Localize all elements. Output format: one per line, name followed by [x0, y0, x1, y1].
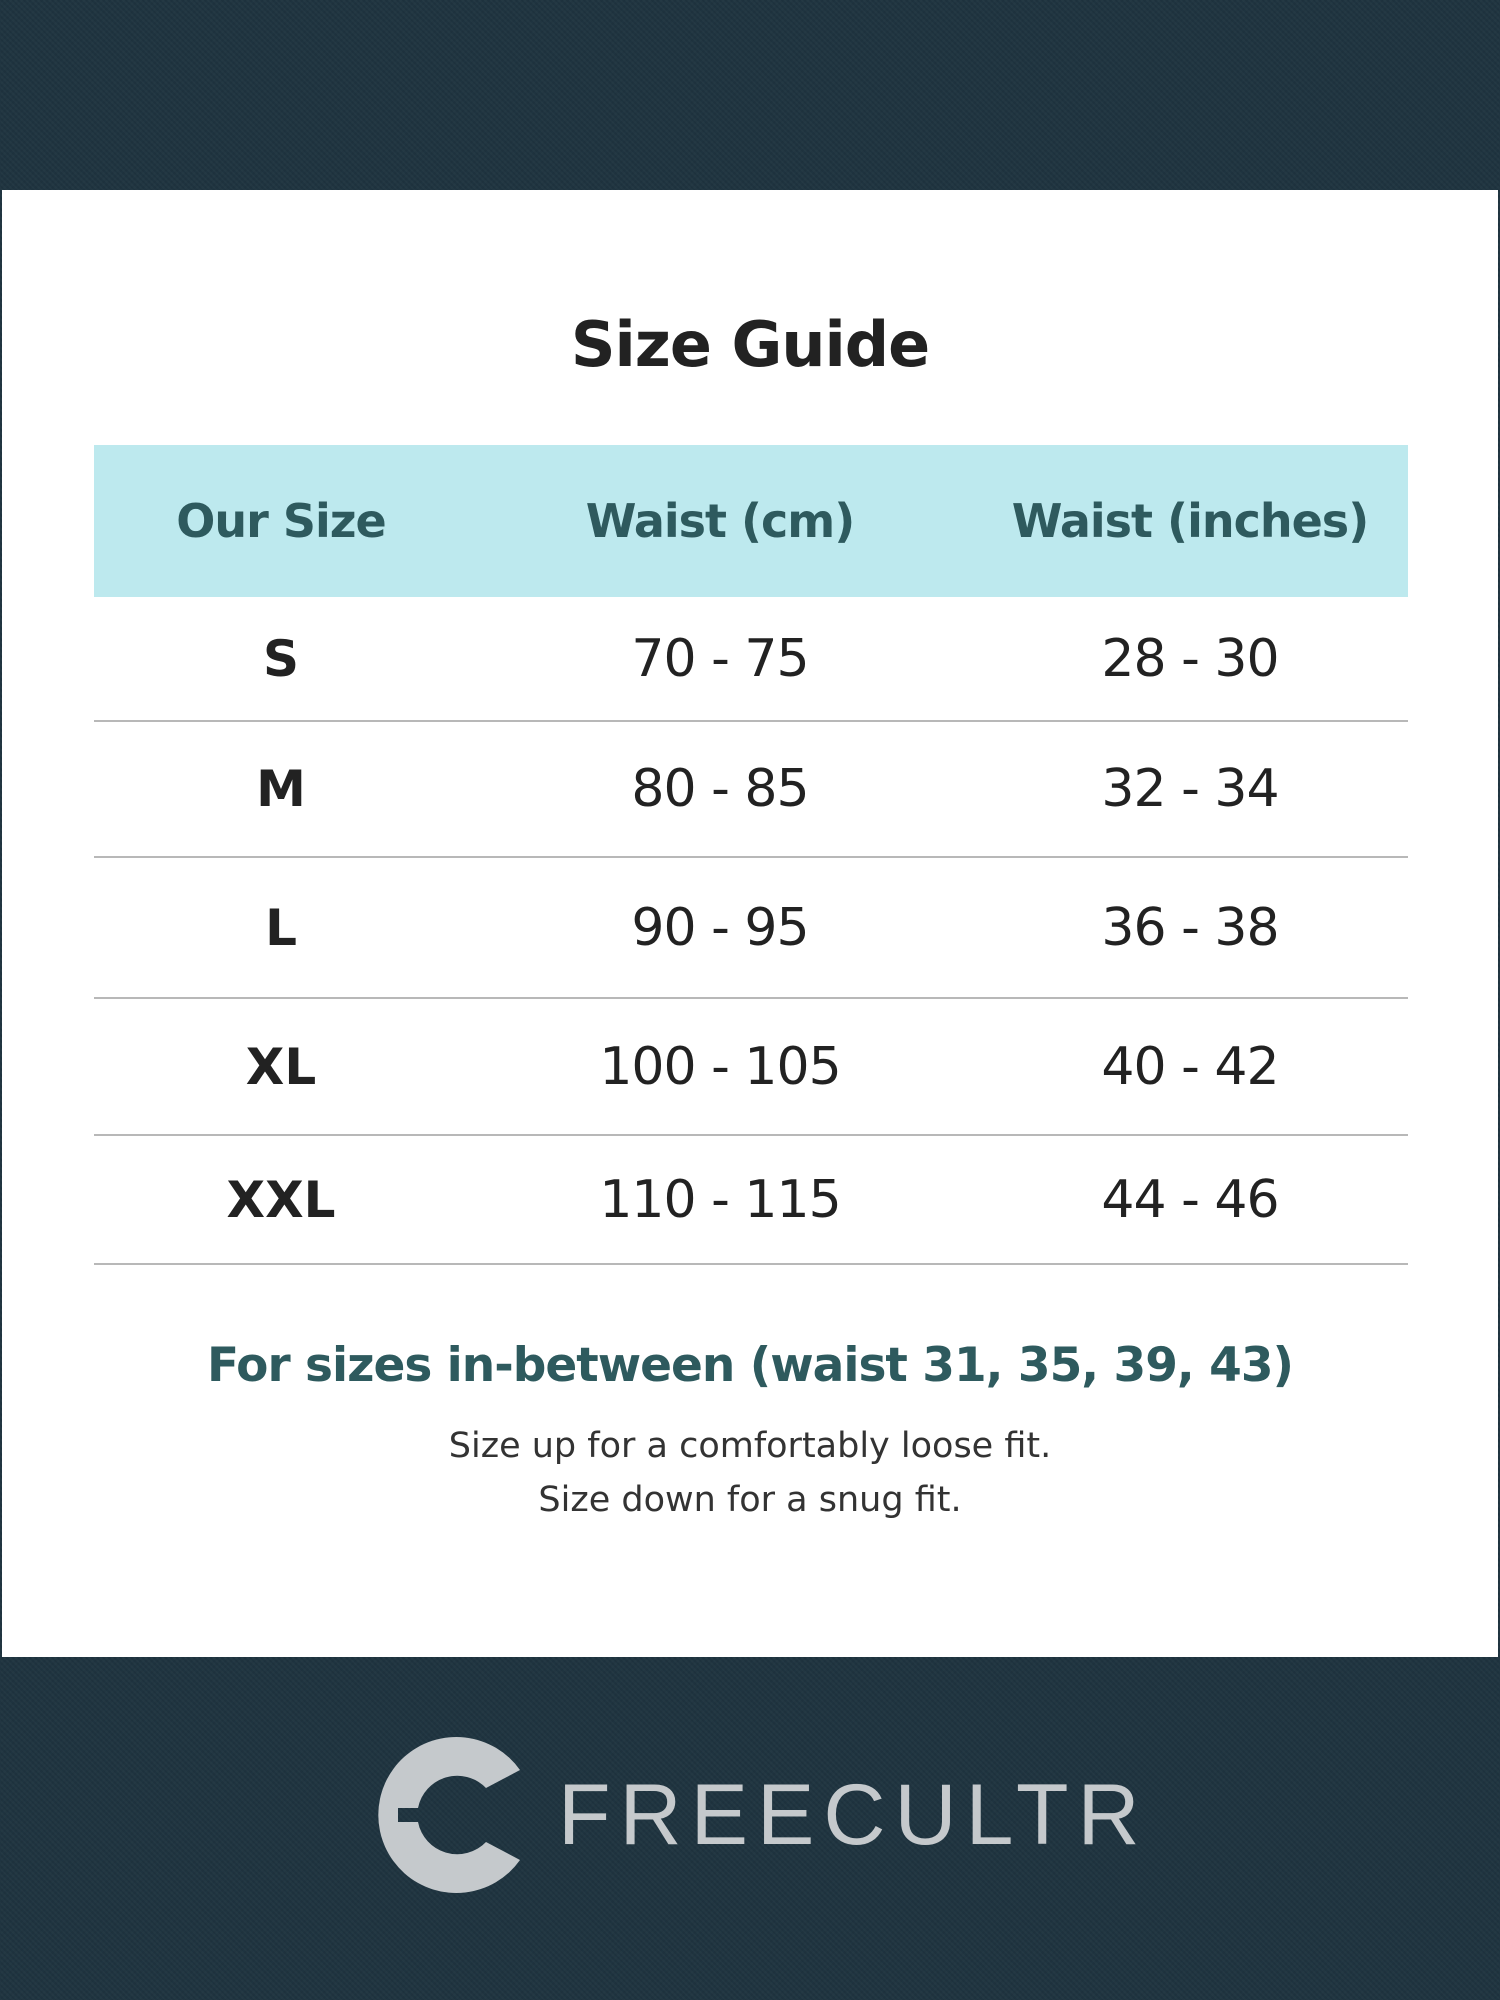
table-row: XXL 110 - 115 44 - 46 — [94, 1136, 1408, 1265]
table-row: M 80 - 85 32 - 34 — [94, 722, 1408, 858]
table-row: L 90 - 95 36 - 38 — [94, 858, 1408, 999]
header-waist-inches: Waist (inches) — [1011, 494, 1369, 548]
table-row: S 70 - 75 28 - 30 — [94, 597, 1408, 722]
waist-cm-cell: 70 - 75 — [631, 628, 809, 689]
freecultr-logo: FREECULTR — [378, 1730, 1149, 1900]
waist-inches-cell: 44 - 46 — [1101, 1169, 1279, 1230]
size-cell: XL — [245, 1037, 317, 1096]
size-table: Our Size Waist (cm) Waist (inches) S 70 … — [94, 445, 1408, 1265]
freecultr-c-logo-icon — [378, 1737, 520, 1893]
size-cell: M — [256, 760, 306, 818]
size-cell: XXL — [226, 1170, 336, 1229]
waist-cm-cell: 80 - 85 — [631, 759, 809, 819]
size-cell: S — [262, 629, 299, 688]
waist-cm-cell: 100 - 105 — [599, 1036, 841, 1097]
waist-cm-cell: 90 - 95 — [631, 897, 809, 958]
waist-inches-cell: 28 - 30 — [1101, 628, 1279, 689]
size-down-text: Size down for a snug fit. — [538, 1480, 962, 1520]
waist-cm-cell: 110 - 115 — [599, 1169, 841, 1230]
header-waist-cm: Waist (cm) — [585, 494, 856, 548]
waist-inches-cell: 32 - 34 — [1101, 759, 1279, 819]
page-title: Size Guide — [570, 308, 930, 381]
waist-inches-cell: 40 - 42 — [1101, 1036, 1279, 1097]
size-guide-card — [2, 190, 1498, 1657]
table-header: Our Size Waist (cm) Waist (inches) — [94, 445, 1408, 597]
size-up-text: Size up for a comfortably loose fit. — [448, 1426, 1052, 1466]
header-our-size: Our Size — [176, 494, 386, 548]
size-cell: L — [265, 898, 297, 957]
in-between-sizes-heading: For sizes in-between (waist 31, 35, 39, … — [206, 1338, 1294, 1393]
brand-name: FREECULTR — [558, 1766, 1149, 1863]
waist-inches-cell: 36 - 38 — [1101, 897, 1279, 958]
table-row: XL 100 - 105 40 - 42 — [94, 999, 1408, 1136]
